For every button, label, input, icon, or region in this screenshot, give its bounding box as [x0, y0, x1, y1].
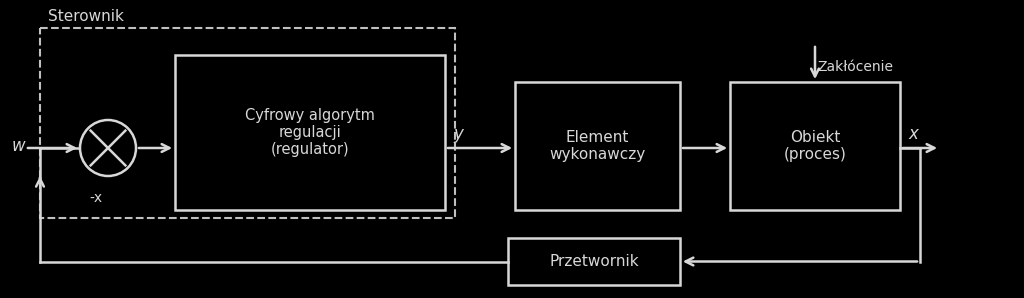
Text: x: x: [908, 125, 918, 143]
Text: Przetwornik: Przetwornik: [549, 254, 639, 269]
Circle shape: [80, 120, 136, 176]
Text: Zakłócenie: Zakłócenie: [817, 60, 893, 74]
Text: y: y: [453, 125, 463, 143]
Text: Obiekt
(proces): Obiekt (proces): [783, 130, 847, 162]
Text: w: w: [11, 137, 25, 155]
Bar: [730, 82, 900, 210]
Bar: [508, 238, 680, 285]
Bar: [40, 28, 455, 218]
Text: Cyfrowy algorytm
regulacji
(regulator): Cyfrowy algorytm regulacji (regulator): [245, 108, 375, 157]
Bar: [175, 55, 445, 210]
Text: -x: -x: [89, 191, 102, 205]
Bar: [515, 82, 680, 210]
Text: Element
wykonawczy: Element wykonawczy: [549, 130, 645, 162]
Text: Sterownik: Sterownik: [48, 9, 124, 24]
